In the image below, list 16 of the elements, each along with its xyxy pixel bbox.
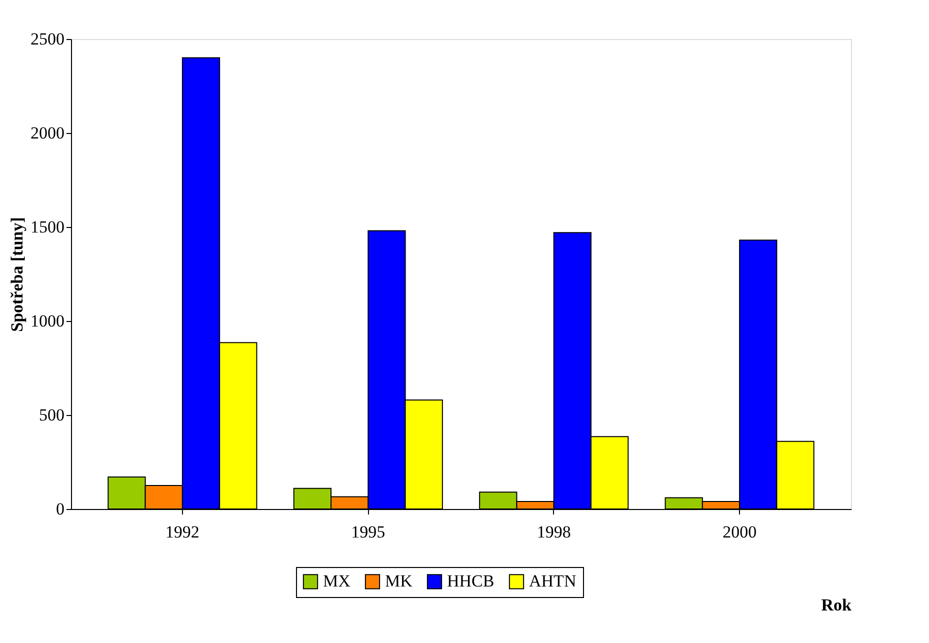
x-tick-label: 1998 (536, 522, 571, 542)
legend-label: MK (385, 572, 414, 591)
x-tick-label: 2000 (722, 522, 757, 542)
legend-label: HHCB (447, 572, 494, 591)
y-tick-label: 2000 (30, 124, 64, 142)
x-tick-label: 1992 (165, 522, 200, 542)
legend-label: MX (323, 572, 350, 591)
x-axis-title: Rok (821, 596, 852, 614)
y-axis-title: Spotřeba [tuny] (8, 217, 26, 332)
x-tick-label: 1995 (351, 522, 386, 542)
y-tick-label: 2500 (30, 30, 64, 48)
y-tick-label: 500 (39, 406, 64, 424)
legend-label: AHTN (529, 572, 576, 591)
y-tick-label: 0 (56, 500, 64, 518)
y-tick-label: 1500 (30, 218, 64, 236)
y-tick-label: 1000 (30, 312, 64, 330)
